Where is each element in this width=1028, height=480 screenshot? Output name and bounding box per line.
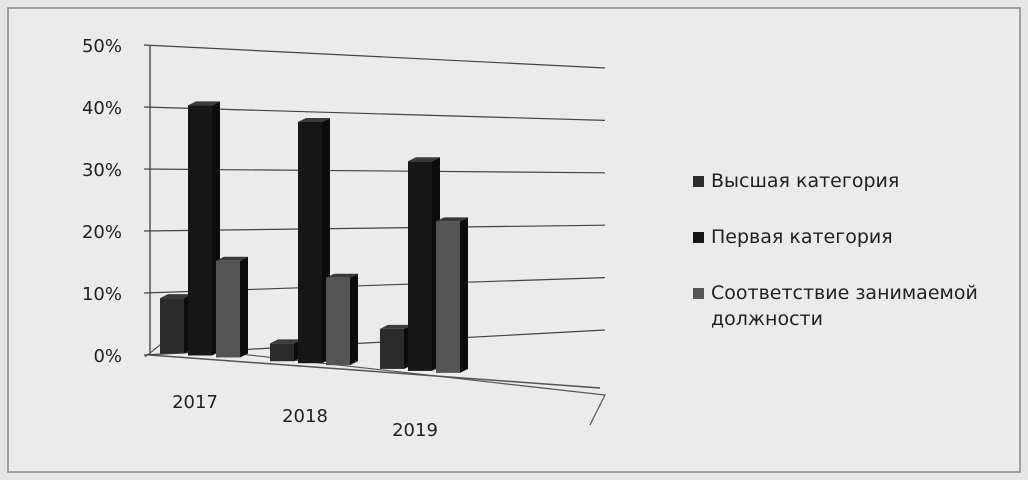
y-tick-label: 30% xyxy=(82,160,122,181)
bar-top xyxy=(270,339,302,344)
bar-top xyxy=(408,157,440,162)
bar-front xyxy=(188,105,212,356)
grid-line xyxy=(143,44,606,69)
legend-item: Высшая категория xyxy=(693,168,1013,194)
legend-item: Первая категория xyxy=(693,224,1013,250)
legend-swatch xyxy=(693,288,704,299)
bar-top xyxy=(380,324,412,329)
legend: Высшая категория Первая категория Соответс… xyxy=(693,168,1013,362)
floor xyxy=(144,344,606,426)
bar-side xyxy=(350,273,358,366)
legend-label: Первая категория xyxy=(711,226,893,248)
y-tick-label: 40% xyxy=(82,98,122,119)
bar-top xyxy=(298,117,330,122)
bar xyxy=(188,101,220,356)
bar-front xyxy=(326,277,350,366)
bar xyxy=(380,324,412,369)
bar-top xyxy=(436,217,468,222)
x-tick-label: 2017 xyxy=(172,392,218,413)
bar-top xyxy=(326,273,358,278)
y-tick-label: 50% xyxy=(82,36,122,57)
bar-front xyxy=(298,121,322,364)
y-tick-label: 10% xyxy=(82,284,122,305)
legend-label: Высшая категория xyxy=(711,170,900,192)
bar-front xyxy=(436,221,460,373)
bar-top xyxy=(188,101,220,106)
legend-item: Соответствие занимаемой должности xyxy=(693,280,1013,332)
legend-label: Соответствие занимаемой должности xyxy=(711,282,978,330)
bar xyxy=(408,157,440,371)
bar-side xyxy=(460,217,468,373)
bar-front xyxy=(408,161,432,371)
y-tick-label: 20% xyxy=(82,222,122,243)
bar xyxy=(298,117,330,364)
bar-front xyxy=(216,260,240,358)
bar xyxy=(270,339,302,362)
bar-side xyxy=(240,256,248,358)
bar-top xyxy=(216,256,248,261)
legend-swatch xyxy=(693,176,704,187)
chart-frame xyxy=(7,7,1021,473)
bar xyxy=(160,294,192,354)
x-tick-label: 2018 xyxy=(282,406,328,427)
bar-front xyxy=(160,298,184,354)
y-tick-label: 0% xyxy=(93,346,122,367)
bar xyxy=(436,217,468,373)
bar xyxy=(326,273,358,366)
legend-swatch xyxy=(693,232,704,243)
x-tick-label: 2019 xyxy=(392,420,438,441)
bar-top xyxy=(160,294,192,299)
grid-line xyxy=(143,224,606,232)
bar-front xyxy=(380,328,404,369)
bar-front xyxy=(270,343,294,362)
grid-line xyxy=(143,106,606,121)
bar xyxy=(216,256,248,358)
grid-line xyxy=(143,168,606,174)
